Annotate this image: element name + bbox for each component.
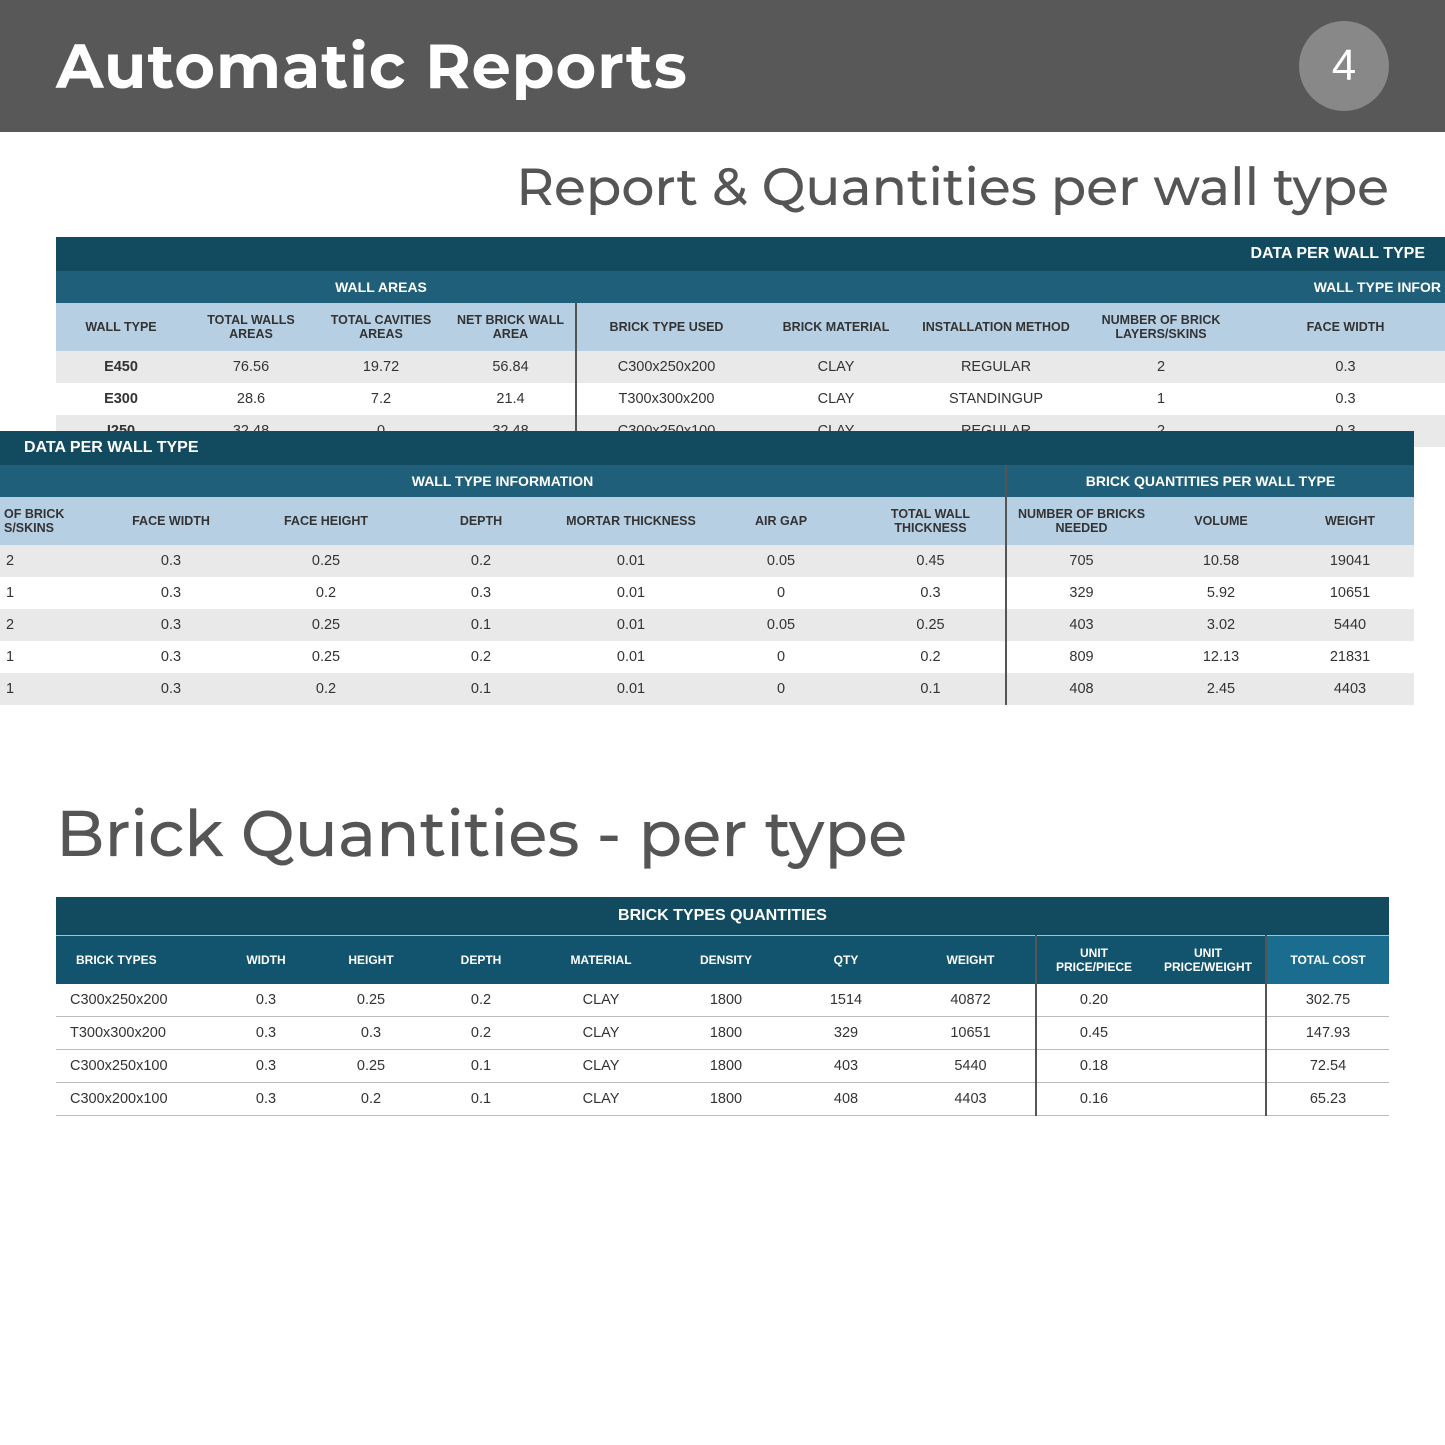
- col-wall-type: WALL TYPE: [56, 303, 186, 351]
- col-total-walls-areas: TOTAL WALLS AREAS: [186, 303, 316, 351]
- col-weight: WEIGHT: [906, 936, 1036, 985]
- col-height: HEIGHT: [316, 936, 426, 985]
- table-row: 20.30.250.20.010.050.4570510.5819041: [0, 545, 1414, 577]
- header-bar: Automatic Reports 4: [0, 0, 1445, 132]
- page-title: Automatic Reports: [56, 28, 688, 104]
- table1-header-row: WALL TYPE TOTAL WALLS AREAS TOTAL CAVITI…: [56, 303, 1445, 351]
- group-wall-areas: WALL AREAS: [186, 271, 576, 303]
- section-title-brick-qty: Brick Quantities - per type: [0, 705, 1445, 897]
- table2-title: DATA PER WALL TYPE: [0, 431, 1414, 465]
- col-face-height: FACE HEIGHT: [246, 497, 406, 545]
- col-face-width: FACE WIDTH: [96, 497, 246, 545]
- col-brick-types: BRICK TYPES: [56, 936, 216, 985]
- table-row: T300x300x2000.30.30.2CLAY1800329106510.4…: [56, 1017, 1389, 1050]
- group-info: WALL TYPE INFORMATION: [0, 465, 1006, 497]
- table-row: 20.30.250.10.010.050.254033.025440: [0, 609, 1414, 641]
- table2-header-row: OF BRICK S/SKINS FACE WIDTH FACE HEIGHT …: [0, 497, 1414, 545]
- table-brick-types-quantities: BRICK TYPES QUANTITIES BRICK TYPES WIDTH…: [56, 897, 1389, 1116]
- col-unit-price-piece: UNIT PRICE/PIECE: [1036, 936, 1151, 985]
- table-wall-type-info-qty: DATA PER WALL TYPE WALL TYPE INFORMATION…: [0, 431, 1414, 705]
- table1-title: DATA PER WALL TYPE: [56, 237, 1445, 271]
- col-number-layers: NUMBER OF BRICK LAYERS/SKINS: [1076, 303, 1246, 351]
- col-net-brick-wall-area: NET BRICK WALL AREA: [446, 303, 576, 351]
- table-row: E450 76.56 19.72 56.84 C300x250x200 CLAY…: [56, 351, 1445, 383]
- col-weight: WEIGHT: [1286, 497, 1414, 545]
- table-row: E300 28.6 7.2 21.4 T300x300x200 CLAY STA…: [56, 383, 1445, 415]
- col-width: WIDTH: [216, 936, 316, 985]
- group-wall-info: WALL TYPE INFOR: [576, 271, 1445, 303]
- col-qty: QTY: [786, 936, 906, 985]
- col-depth: DEPTH: [426, 936, 536, 985]
- col-density: DENSITY: [666, 936, 786, 985]
- col-depth: DEPTH: [406, 497, 556, 545]
- table-row: C300x250x2000.30.250.2CLAY18001514408720…: [56, 984, 1389, 1017]
- table-row: 10.30.20.30.0100.33295.9210651: [0, 577, 1414, 609]
- table3-title: BRICK TYPES QUANTITIES: [56, 897, 1389, 936]
- table3-header-row: BRICK TYPES WIDTH HEIGHT DEPTH MATERIAL …: [56, 936, 1389, 985]
- col-mortar-thickness: MORTAR THICKNESS: [556, 497, 706, 545]
- col-total-cost: TOTAL COST: [1266, 936, 1389, 985]
- col-bricks-needed: NUMBER OF BRICKS NEEDED: [1006, 497, 1156, 545]
- table-row: C300x200x1000.30.20.1CLAY180040844030.16…: [56, 1083, 1389, 1116]
- col-brick-material: BRICK MATERIAL: [756, 303, 916, 351]
- col-volume: VOLUME: [1156, 497, 1286, 545]
- table-row: 10.30.250.20.0100.280912.1321831: [0, 641, 1414, 673]
- table-row: C300x250x1000.30.250.1CLAY180040354400.1…: [56, 1050, 1389, 1083]
- col-unit-price-weight: UNIT PRICE/WEIGHT: [1151, 936, 1266, 985]
- col-installation-method: INSTALLATION METHOD: [916, 303, 1076, 351]
- subtitle: Report & Quantities per wall type: [0, 132, 1445, 237]
- table-row: 10.30.20.10.0100.14082.454403: [0, 673, 1414, 705]
- page-number-badge: 4: [1299, 21, 1389, 111]
- col-total-cavities-areas: TOTAL CAVITIES AREAS: [316, 303, 446, 351]
- col-frag-skins: OF BRICK S/SKINS: [0, 497, 96, 545]
- group-qty: BRICK QUANTITIES PER WALL TYPE: [1006, 465, 1414, 497]
- col-face-width: FACE WIDTH: [1246, 303, 1445, 351]
- col-air-gap: AIR GAP: [706, 497, 856, 545]
- col-brick-type-used: BRICK TYPE USED: [576, 303, 756, 351]
- col-total-wall-thickness: TOTAL WALL THICKNESS: [856, 497, 1006, 545]
- table-data-per-wall-type: DATA PER WALL TYPE WALL AREAS WALL TYPE …: [56, 237, 1445, 447]
- col-material: MATERIAL: [536, 936, 666, 985]
